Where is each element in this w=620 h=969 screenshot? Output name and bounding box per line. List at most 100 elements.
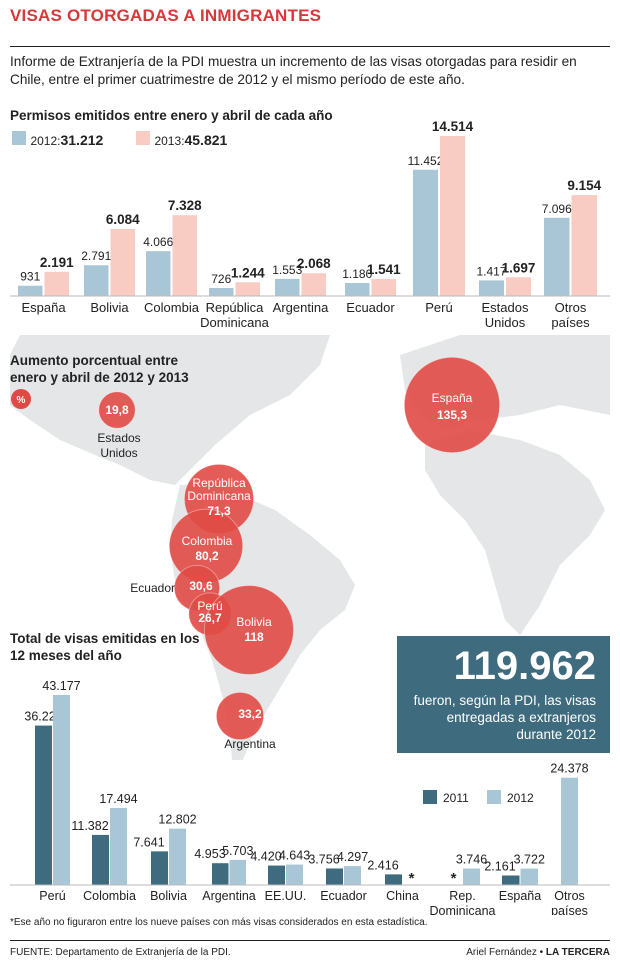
- bar-2011: [151, 851, 168, 885]
- asterisk-2012: *: [409, 870, 415, 887]
- credit-author: Ariel Fernández: [466, 947, 537, 958]
- total-2012-box: 119.962 fueron, según la PDI, las visas …: [397, 636, 610, 753]
- bubble-value: 30,6: [189, 579, 213, 593]
- bar-2012: [463, 868, 480, 885]
- bar-2011: [502, 875, 520, 885]
- data-label-2012: 1.180: [342, 267, 372, 281]
- legend-label-2012: 2012:31.212: [30, 132, 104, 148]
- top-legend-2013: 2013:45.821: [136, 131, 227, 150]
- bubble-label: Colombia: [182, 534, 233, 548]
- bubble-label: Perú: [197, 599, 222, 613]
- category-label: Dominicana: [429, 904, 495, 915]
- data-label-2012: 24.378: [550, 762, 588, 776]
- category-label: República: [206, 300, 265, 315]
- bar-2012: [275, 278, 300, 296]
- data-label-2012: 2.791: [81, 249, 111, 263]
- bar-2012: [229, 859, 246, 885]
- bubble-value: 135,3: [437, 408, 467, 422]
- data-label-2011: 2.161: [484, 859, 515, 873]
- bar-2012: [84, 265, 109, 296]
- asterisk-2011: *: [451, 870, 457, 887]
- data-label-2012: 3.746: [456, 853, 487, 867]
- data-label-2012: 43.177: [42, 679, 80, 693]
- category-label: Bolivia: [90, 300, 129, 315]
- category-label: Estados: [482, 300, 529, 315]
- bar-2013: [440, 136, 465, 296]
- bar-2011: [385, 874, 402, 885]
- category-label: Dominicana: [200, 315, 269, 330]
- data-label-2011: 3.756: [308, 852, 339, 866]
- bubble-value: 33,2: [238, 707, 262, 721]
- total-2012-text: fueron, según la PDI, las visas entregad…: [413, 693, 596, 742]
- bar-2011: [35, 725, 52, 885]
- bubble-label: Argentina: [224, 737, 276, 751]
- africa-shape: [425, 430, 605, 635]
- bar-2013: [301, 273, 326, 296]
- bubble-label: España: [432, 391, 473, 405]
- legend-swatch-2012: [487, 790, 501, 804]
- bubble-argentina: [215, 691, 265, 741]
- bar-2012: [544, 217, 570, 296]
- data-label-2013: 6.084: [106, 212, 140, 227]
- map-title: Aumento porcentual entre enero y abril d…: [10, 353, 189, 385]
- data-label-2013: 2.191: [40, 255, 74, 270]
- bubble-label: Unidos: [100, 446, 137, 460]
- bubble-value: 118: [244, 630, 264, 644]
- data-label-2012: 3.722: [514, 853, 545, 867]
- category-label: Ecuador: [320, 889, 367, 903]
- credit-separator: •: [536, 947, 546, 958]
- bar-2012: [561, 777, 578, 885]
- bubble-label: Dominicana: [187, 489, 251, 503]
- top-legend-2012: 2012:31.212: [12, 131, 103, 150]
- bar-2013: [506, 277, 531, 296]
- bar-2011: [268, 865, 285, 885]
- data-label-2012: 7.096: [542, 202, 572, 216]
- bubble-value: 80,2: [195, 549, 219, 563]
- legend-label-2011: 2011: [443, 791, 469, 805]
- category-label: Perú: [39, 889, 65, 903]
- data-label-2013: 1.244: [231, 265, 265, 280]
- bubble-value: 26,7: [198, 611, 222, 625]
- data-label-2011: 4.420: [250, 850, 281, 864]
- legend-swatch-2011: [423, 790, 437, 804]
- top-chart-title: Permisos emitidos entre enero y abril de…: [10, 108, 333, 123]
- category-label: Argentina: [273, 300, 329, 315]
- footnote: *Ese año no figuraron entre los nueve pa…: [10, 917, 428, 928]
- data-label-2012: 5.703: [222, 844, 253, 858]
- data-label-2013: 7.328: [168, 198, 202, 213]
- bar-2012: [209, 287, 234, 296]
- category-label: Otros: [554, 889, 585, 903]
- bubble-label: Bolivia: [236, 615, 272, 629]
- data-label-2012: 4.643: [279, 849, 310, 863]
- data-label-2012: 4.066: [143, 235, 173, 249]
- bar-2013: [110, 228, 135, 296]
- bar-2012: [53, 695, 70, 885]
- data-label-2012: 11.452: [408, 154, 444, 168]
- source-text: FUENTE: Departamento de Extranjería de l…: [10, 947, 231, 958]
- total-2012-number: 119.962: [453, 644, 596, 688]
- data-label-2012: 1.553: [272, 263, 302, 277]
- bar-2012: [345, 282, 370, 296]
- category-label: España: [21, 300, 66, 315]
- data-label-2013: 9.154: [567, 178, 601, 193]
- bar-2011: [326, 868, 343, 885]
- category-label: Perú: [425, 300, 452, 315]
- bubble-label: Estados: [97, 431, 140, 445]
- bar-2012: [146, 251, 171, 296]
- category-label: España: [499, 889, 541, 903]
- legend-swatch-2012: [12, 131, 26, 145]
- bubble-bolivia: [203, 584, 295, 676]
- bar-2013: [44, 271, 69, 296]
- credit-paper: LA TERCERA: [545, 947, 610, 958]
- bar-2013: [371, 279, 396, 296]
- category-label: Colombia: [144, 300, 200, 315]
- divider: [10, 46, 610, 47]
- category-label: países: [551, 315, 590, 330]
- data-label-2012: 17.494: [99, 792, 137, 806]
- bubble-estados-unidos: [98, 391, 136, 429]
- category-label: Otros: [555, 300, 587, 315]
- page-title: VISAS OTORGADAS A INMIGRANTES: [10, 6, 322, 25]
- category-label: países: [551, 904, 588, 915]
- bar-2013: [172, 215, 197, 296]
